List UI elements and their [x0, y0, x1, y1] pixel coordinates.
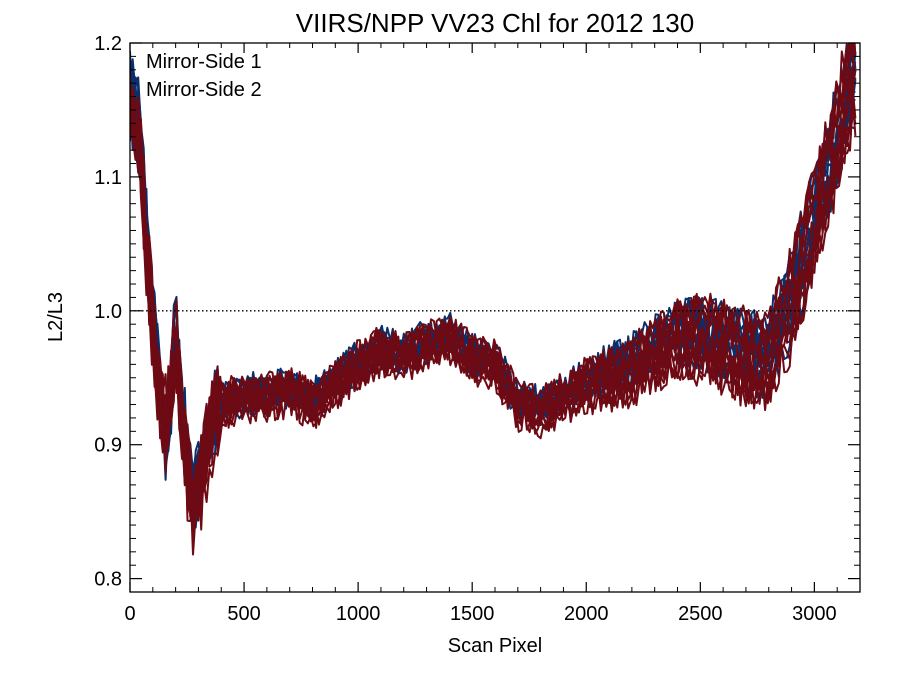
- legend: Mirror-Side 1 Mirror-Side 2: [146, 51, 262, 101]
- y-tick-label: 0.9: [94, 435, 122, 457]
- series-line-2-curve-10: [130, 81, 857, 519]
- y-tick-label: 1.2: [94, 33, 122, 55]
- y-tick-label: 1.0: [94, 301, 122, 323]
- x-tick-label: 2000: [564, 603, 609, 625]
- series-line-2-curve-12: [130, 43, 848, 492]
- x-tick-label: 3000: [792, 603, 837, 625]
- series-line-1-curve-3: [130, 97, 856, 515]
- legend-entry-mirror-side-2: Mirror-Side 2: [146, 79, 262, 101]
- series-line-2-curve-3: [130, 61, 857, 522]
- chart-title: VIIRS/NPP VV23 Chl for 2012 130: [296, 8, 694, 38]
- series-line-2-curve-4: [130, 66, 857, 521]
- x-tick-label: 500: [227, 603, 260, 625]
- y-tick-label: 1.1: [94, 167, 122, 189]
- series-lines: [130, 43, 857, 556]
- y-axis-ticks: 0.8 0.9 1.0 1.1 1.2: [94, 33, 860, 593]
- series-line-1-curve-8: [130, 51, 857, 529]
- y-tick-label: 0.8: [94, 569, 122, 591]
- legend-entry-mirror-side-1: Mirror-Side 1: [146, 51, 262, 73]
- series-line-2-curve-8: [130, 43, 855, 520]
- y-axis-label: L2/L3: [45, 292, 67, 342]
- x-tick-label: 2500: [678, 603, 723, 625]
- series-line-1-curve-2: [130, 77, 857, 525]
- series-line-2-curve-6: [130, 70, 857, 518]
- series-line-1-curve-1: [130, 43, 857, 500]
- series-line-1-curve-4: [130, 98, 856, 507]
- x-axis-ticks: 0 500 1000 1500 2000 2500 3000: [124, 43, 838, 625]
- x-tick-label: 1500: [450, 603, 495, 625]
- series-line-1-curve-10: [130, 71, 857, 499]
- series-line-2-curve-2: [130, 69, 857, 500]
- series-line-1-curve-9: [130, 43, 857, 527]
- x-axis-label: Scan Pixel: [448, 635, 543, 657]
- x-tick-label: 1000: [336, 603, 381, 625]
- series-line-1-curve-5: [130, 59, 856, 500]
- x-tick-label: 0: [124, 603, 135, 625]
